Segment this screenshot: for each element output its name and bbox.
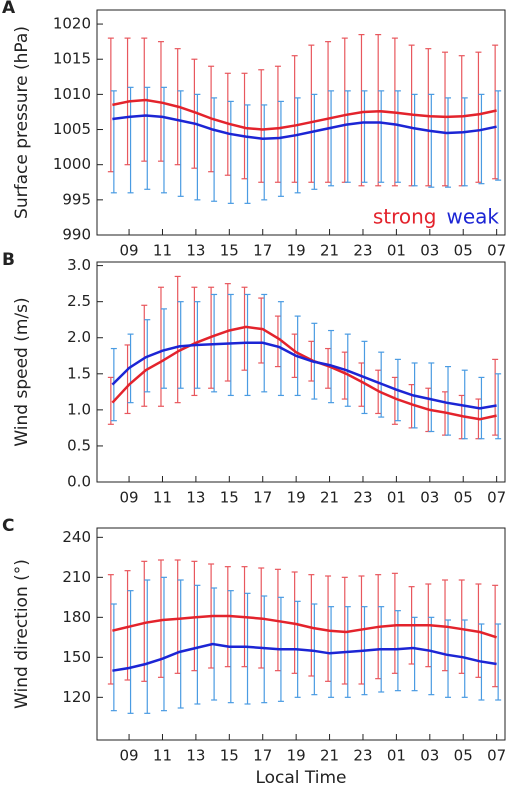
x-tick-label: 07 — [487, 242, 506, 260]
plot-frame — [96, 527, 506, 741]
y-tick-label: 995 — [62, 190, 91, 208]
y-tick-label: 2.0 — [67, 328, 91, 346]
y-tick-label: 1010 — [53, 85, 91, 103]
y-tick-label: 1.5 — [67, 364, 91, 382]
y-tick-label: 1000 — [53, 155, 91, 173]
x-tick-label: 09 — [120, 489, 139, 507]
x-tick-label: 03 — [420, 242, 439, 260]
y-tick-label: 120 — [62, 688, 91, 706]
y-tick-label: 0.5 — [67, 436, 91, 454]
series-line — [111, 325, 497, 421]
x-tick-label: 21 — [320, 489, 339, 507]
x-tick-label: 19 — [287, 747, 306, 765]
y-tick-label: 210 — [62, 568, 91, 586]
x-tick-label: 13 — [186, 489, 205, 507]
series-line — [112, 98, 497, 131]
x-tick-label: 23 — [353, 489, 372, 507]
plot-frame — [96, 261, 506, 483]
x-tick-label: 13 — [186, 242, 205, 260]
x-tick-label: 01 — [387, 489, 406, 507]
x-tick-label: 09 — [120, 747, 139, 765]
x-tick-label: 03 — [420, 489, 439, 507]
series-line — [112, 114, 497, 140]
series-line — [112, 642, 497, 672]
x-tick-label: 21 — [320, 242, 339, 260]
y-tick-label: 0.0 — [67, 473, 91, 491]
x-tick-label: 07 — [487, 489, 506, 507]
plot-frame — [96, 9, 506, 236]
y-tick-label: 1020 — [53, 15, 91, 33]
x-tick-label: 11 — [153, 489, 172, 507]
x-tick-label: 01 — [387, 242, 406, 260]
y-tick-label: 1.0 — [67, 400, 91, 418]
x-tick-label: 19 — [287, 489, 306, 507]
series-line — [111, 341, 497, 410]
x-tick-label: 17 — [253, 489, 272, 507]
x-tick-label: 03 — [420, 747, 439, 765]
legend-label: weak — [447, 205, 500, 229]
x-tick-label: 15 — [220, 489, 239, 507]
y-tick-label: 1005 — [53, 120, 91, 138]
panel-letter: C — [2, 516, 14, 536]
y-tick-label: 240 — [62, 528, 91, 546]
panel-letter: A — [2, 0, 16, 18]
x-tick-label: 21 — [320, 747, 339, 765]
series-line — [112, 614, 497, 639]
y-axis-label: Surface pressure (hPa) — [12, 26, 32, 219]
legend-label: strong — [373, 205, 437, 229]
x-tick-label: 17 — [253, 747, 272, 765]
x-tick-label: 23 — [353, 747, 372, 765]
x-tick-label: 15 — [220, 242, 239, 260]
x-tick-label: 09 — [120, 242, 139, 260]
x-tick-label: 05 — [454, 747, 473, 765]
x-tick-label: 11 — [153, 242, 172, 260]
y-tick-label: 990 — [62, 226, 91, 244]
x-tick-label: 15 — [220, 747, 239, 765]
y-axis-label: Wind direction (°) — [12, 559, 32, 709]
y-tick-label: 1015 — [53, 50, 91, 68]
y-tick-label: 180 — [62, 608, 91, 626]
x-axis-label: Local Time — [255, 768, 346, 788]
x-tick-label: 11 — [153, 747, 172, 765]
x-tick-label: 19 — [287, 242, 306, 260]
x-tick-label: 13 — [186, 747, 205, 765]
x-tick-label: 23 — [353, 242, 372, 260]
x-tick-label: 17 — [253, 242, 272, 260]
y-tick-label: 150 — [62, 648, 91, 666]
x-tick-label: 01 — [387, 747, 406, 765]
y-axis-label: Wind speed (m/s) — [12, 297, 32, 446]
x-tick-label: 07 — [487, 747, 506, 765]
y-tick-label: 2.5 — [67, 292, 91, 310]
y-tick-label: 3.0 — [67, 256, 91, 274]
x-tick-label: 05 — [454, 489, 473, 507]
x-tick-label: 05 — [454, 242, 473, 260]
panel-letter: B — [2, 250, 15, 270]
